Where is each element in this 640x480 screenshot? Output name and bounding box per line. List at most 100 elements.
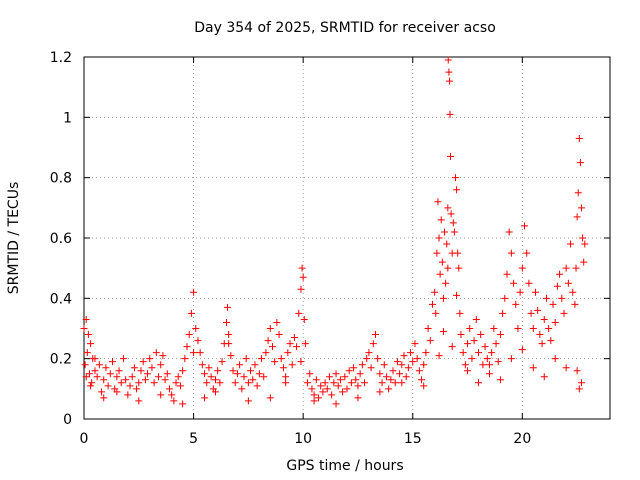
data-point <box>279 364 287 372</box>
data-point <box>306 370 314 378</box>
data-point <box>424 325 432 332</box>
data-point <box>157 361 165 369</box>
data-point <box>477 331 485 339</box>
data-point <box>212 376 219 384</box>
data-point <box>244 379 252 387</box>
data-point <box>356 370 364 378</box>
data-point <box>420 361 428 369</box>
data-point <box>82 315 90 323</box>
data-point <box>461 361 469 369</box>
data-point <box>507 355 515 363</box>
gridlines <box>84 57 610 419</box>
y-tick-label: 1 <box>63 110 72 126</box>
data-point <box>400 352 408 360</box>
data-point <box>443 240 451 248</box>
data-point <box>102 364 110 372</box>
data-point <box>308 385 316 393</box>
data-point <box>201 394 209 402</box>
data-point <box>442 279 450 287</box>
data-point <box>218 358 226 366</box>
data-point <box>262 349 270 357</box>
data-point <box>84 331 92 339</box>
data-point <box>551 355 559 363</box>
data-point <box>181 355 189 363</box>
data-point <box>525 279 533 287</box>
data-point <box>445 68 453 76</box>
data-points <box>80 56 589 408</box>
data-point <box>310 391 318 399</box>
data-point <box>297 358 305 366</box>
data-point <box>580 258 588 266</box>
data-point <box>124 391 132 399</box>
data-point <box>376 370 384 378</box>
data-point <box>179 400 187 408</box>
data-point <box>453 186 461 194</box>
data-point <box>122 376 130 384</box>
data-point <box>447 210 455 218</box>
data-point <box>518 264 526 272</box>
data-point <box>512 300 520 308</box>
y-tick-label: 1.2 <box>50 50 72 66</box>
data-point <box>560 309 568 317</box>
data-point <box>490 325 498 332</box>
data-point <box>298 264 306 272</box>
data-point <box>332 400 340 408</box>
data-point <box>194 337 202 345</box>
data-point <box>572 264 580 272</box>
data-point <box>503 270 511 278</box>
data-point <box>137 367 145 375</box>
data-point <box>168 391 176 399</box>
data-point <box>161 376 169 384</box>
data-point <box>454 249 462 257</box>
data-point <box>527 309 535 317</box>
data-point <box>83 349 91 357</box>
data-point <box>551 318 559 326</box>
data-point <box>104 382 112 390</box>
data-point <box>444 56 452 64</box>
data-point <box>433 249 441 257</box>
data-point <box>420 382 428 390</box>
data-point <box>236 361 244 369</box>
data-point <box>163 370 171 378</box>
data-point <box>472 315 480 323</box>
data-point <box>249 376 257 384</box>
data-point <box>117 379 125 387</box>
data-point <box>446 77 454 85</box>
data-point <box>562 364 570 372</box>
data-point <box>170 397 178 405</box>
data-point <box>475 349 482 357</box>
data-point <box>564 279 572 287</box>
data-point <box>212 388 219 396</box>
data-point <box>282 379 290 387</box>
data-point <box>284 349 292 357</box>
data-point <box>409 358 417 366</box>
data-point <box>385 385 393 393</box>
x-tick-label: 20 <box>513 431 531 447</box>
data-point <box>483 355 491 363</box>
data-point <box>415 367 423 375</box>
data-point <box>374 355 382 363</box>
data-point <box>450 228 458 236</box>
data-point <box>113 388 121 396</box>
data-point <box>367 364 375 372</box>
data-point <box>185 331 193 339</box>
data-point <box>222 318 230 326</box>
data-point <box>464 340 472 348</box>
data-point <box>444 204 452 212</box>
data-point <box>98 388 106 396</box>
data-point <box>268 343 276 351</box>
data-point <box>238 385 246 393</box>
data-point <box>354 382 362 390</box>
data-point <box>426 337 434 345</box>
data-point <box>85 370 93 378</box>
y-tick-label: 0.4 <box>50 291 72 307</box>
data-point <box>198 361 206 369</box>
data-point <box>88 379 96 387</box>
data-point <box>315 394 323 402</box>
data-point <box>444 264 452 272</box>
data-point <box>574 189 582 197</box>
data-point <box>174 373 182 381</box>
data-point <box>216 379 224 387</box>
data-point <box>453 291 461 299</box>
data-point <box>456 309 464 317</box>
